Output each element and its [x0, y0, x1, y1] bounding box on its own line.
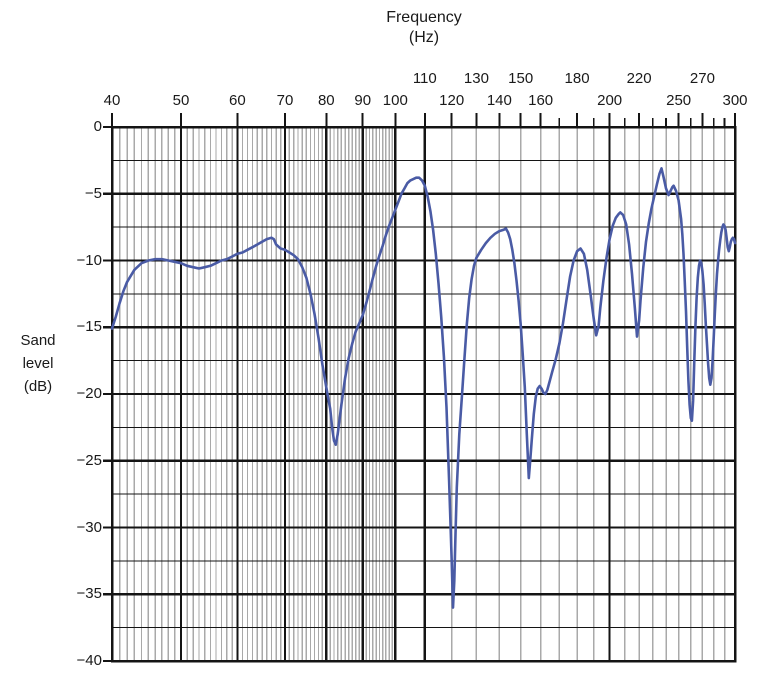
- x-tick-label-120: 120: [439, 92, 465, 109]
- y-tick-label--40: −40: [76, 652, 102, 669]
- x-tick-label-160: 160: [528, 92, 554, 109]
- x-tick-label-270: 270: [689, 70, 715, 87]
- y-tick-label--35: −35: [76, 585, 102, 603]
- x-tick-label-130: 130: [463, 70, 489, 87]
- y-tick-label-0: 0: [93, 118, 102, 135]
- x-tick-label-80: 80: [317, 92, 335, 109]
- x-tick-label-200: 200: [597, 92, 623, 109]
- x-tick-label-70: 70: [276, 92, 294, 109]
- y-axis-title-line1: Sand: [20, 332, 56, 349]
- y-tick-label--25: −25: [76, 451, 102, 469]
- y-tick-label--10: −10: [76, 251, 102, 269]
- plot-border: [110, 125, 737, 663]
- y-axis-title-line3: (dB): [23, 378, 53, 395]
- y-axis-title-line2: level: [22, 355, 54, 372]
- x-tick-label-50: 50: [172, 92, 190, 109]
- x-tick-label-300: 300: [722, 92, 748, 109]
- x-tick-label-220: 220: [626, 70, 652, 87]
- x-axis-title-line1: Frequency: [386, 9, 462, 26]
- x-tick-label-150: 150: [508, 70, 534, 87]
- x-tick-label-180: 180: [564, 70, 590, 87]
- y-tick-label--20: −20: [76, 385, 102, 402]
- x-tick-label-60: 60: [229, 92, 246, 109]
- x-tick-label-140: 140: [486, 92, 512, 109]
- y-tick-label--30: −30: [76, 518, 102, 536]
- x-tick-label-250: 250: [666, 92, 692, 109]
- y-tick-label--5: −5: [84, 184, 102, 202]
- y-tick-label--15: −15: [76, 318, 102, 336]
- x-tick-label-90: 90: [354, 92, 372, 109]
- x-tick-label-100: 100: [382, 92, 408, 109]
- x-axis-title-line2: (Hz): [408, 29, 440, 46]
- x-tick-label-110: 110: [412, 70, 437, 87]
- x-tick-label-40: 40: [103, 92, 121, 109]
- data-curve-sand-level-response: [110, 167, 737, 609]
